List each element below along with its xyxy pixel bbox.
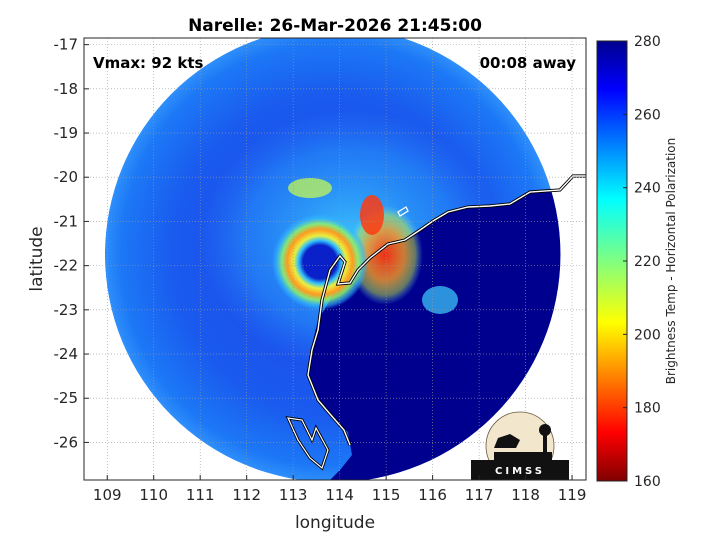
x-axis: 109 110 111 112 113 114 115 116 117 118 119 (93, 475, 586, 504)
coastline (307, 175, 586, 446)
axes-frame (83, 37, 587, 481)
colorbar-tick-label: 160 (634, 474, 661, 490)
time-away-label: 00:08 away (480, 54, 577, 72)
colorbar: 160 180 200 220 240 260 280 Brightness Temp - … (596, 34, 678, 490)
eyewall (272, 214, 368, 310)
convective-blob (288, 178, 332, 198)
x-tick-label: 115 (372, 486, 401, 504)
y-tick-label: -17 (54, 36, 79, 54)
swath (104, 38, 561, 480)
y-tick-label: -19 (54, 124, 79, 142)
coastline-bay (287, 417, 329, 470)
y-tick-label: -20 (54, 168, 79, 186)
x-tick-label: 116 (418, 486, 447, 504)
chart-title: Narelle: 26-Mar-2026 21:45:00 (188, 16, 482, 36)
y-tick-label: -22 (54, 257, 79, 275)
colorbar-label: Brightness Temp - Horizontal Polarizatio… (664, 138, 678, 385)
vmax-label: Vmax: 92 kts (93, 54, 203, 72)
logo-tower-icon (543, 432, 547, 458)
colorbar-tick-label: 280 (634, 34, 661, 50)
x-tick-label: 112 (232, 486, 261, 504)
x-tick-label: 111 (186, 486, 215, 504)
x-tick-label: 114 (325, 486, 354, 504)
y-tick-label: -24 (54, 345, 79, 363)
x-tick-label: 118 (511, 486, 540, 504)
convective-blob (422, 286, 458, 314)
x-tick-label: 109 (93, 486, 122, 504)
y-tick-label: -23 (54, 301, 79, 319)
colorbar-gradient (596, 40, 628, 482)
colorbar-tick-label: 220 (634, 254, 661, 270)
logo-ground (494, 452, 552, 460)
plot-area: Vmax: 92 kts 00:08 away CIMSS (84, 38, 586, 480)
x-axis-label: longitude (295, 513, 375, 533)
colorbar-tick-label: 260 (634, 107, 661, 123)
colorbar-tick-label: 240 (634, 181, 661, 197)
logo-tower-top-icon (539, 424, 551, 436)
colorbar-tick-label: 180 (634, 401, 661, 417)
y-tick-label: -21 (54, 212, 79, 230)
logo-dish-icon (494, 434, 520, 448)
y-axis-label: latitude (27, 226, 47, 291)
y-tick-label: -18 (54, 80, 79, 98)
x-tick-label: 110 (139, 486, 168, 504)
y-axis: -17 -18 -19 -20 -21 -22 -23 -24 -25 -26 (54, 36, 89, 451)
x-tick-label: 117 (465, 486, 494, 504)
colorbar-ticks: 160 180 200 220 240 260 280 (623, 34, 661, 490)
y-tick-label: -25 (54, 389, 79, 407)
x-tick-label: 113 (279, 486, 308, 504)
hot-band-north (360, 195, 384, 235)
logo-text: CIMSS (495, 466, 545, 477)
x-tick-label: 119 (558, 486, 587, 504)
logo-banner (471, 460, 569, 480)
coastline-island (397, 206, 409, 217)
colorbar-tick-label: 200 (634, 327, 661, 343)
y-tick-label: -26 (54, 433, 79, 451)
cimss-logo: CIMSS (471, 411, 569, 480)
